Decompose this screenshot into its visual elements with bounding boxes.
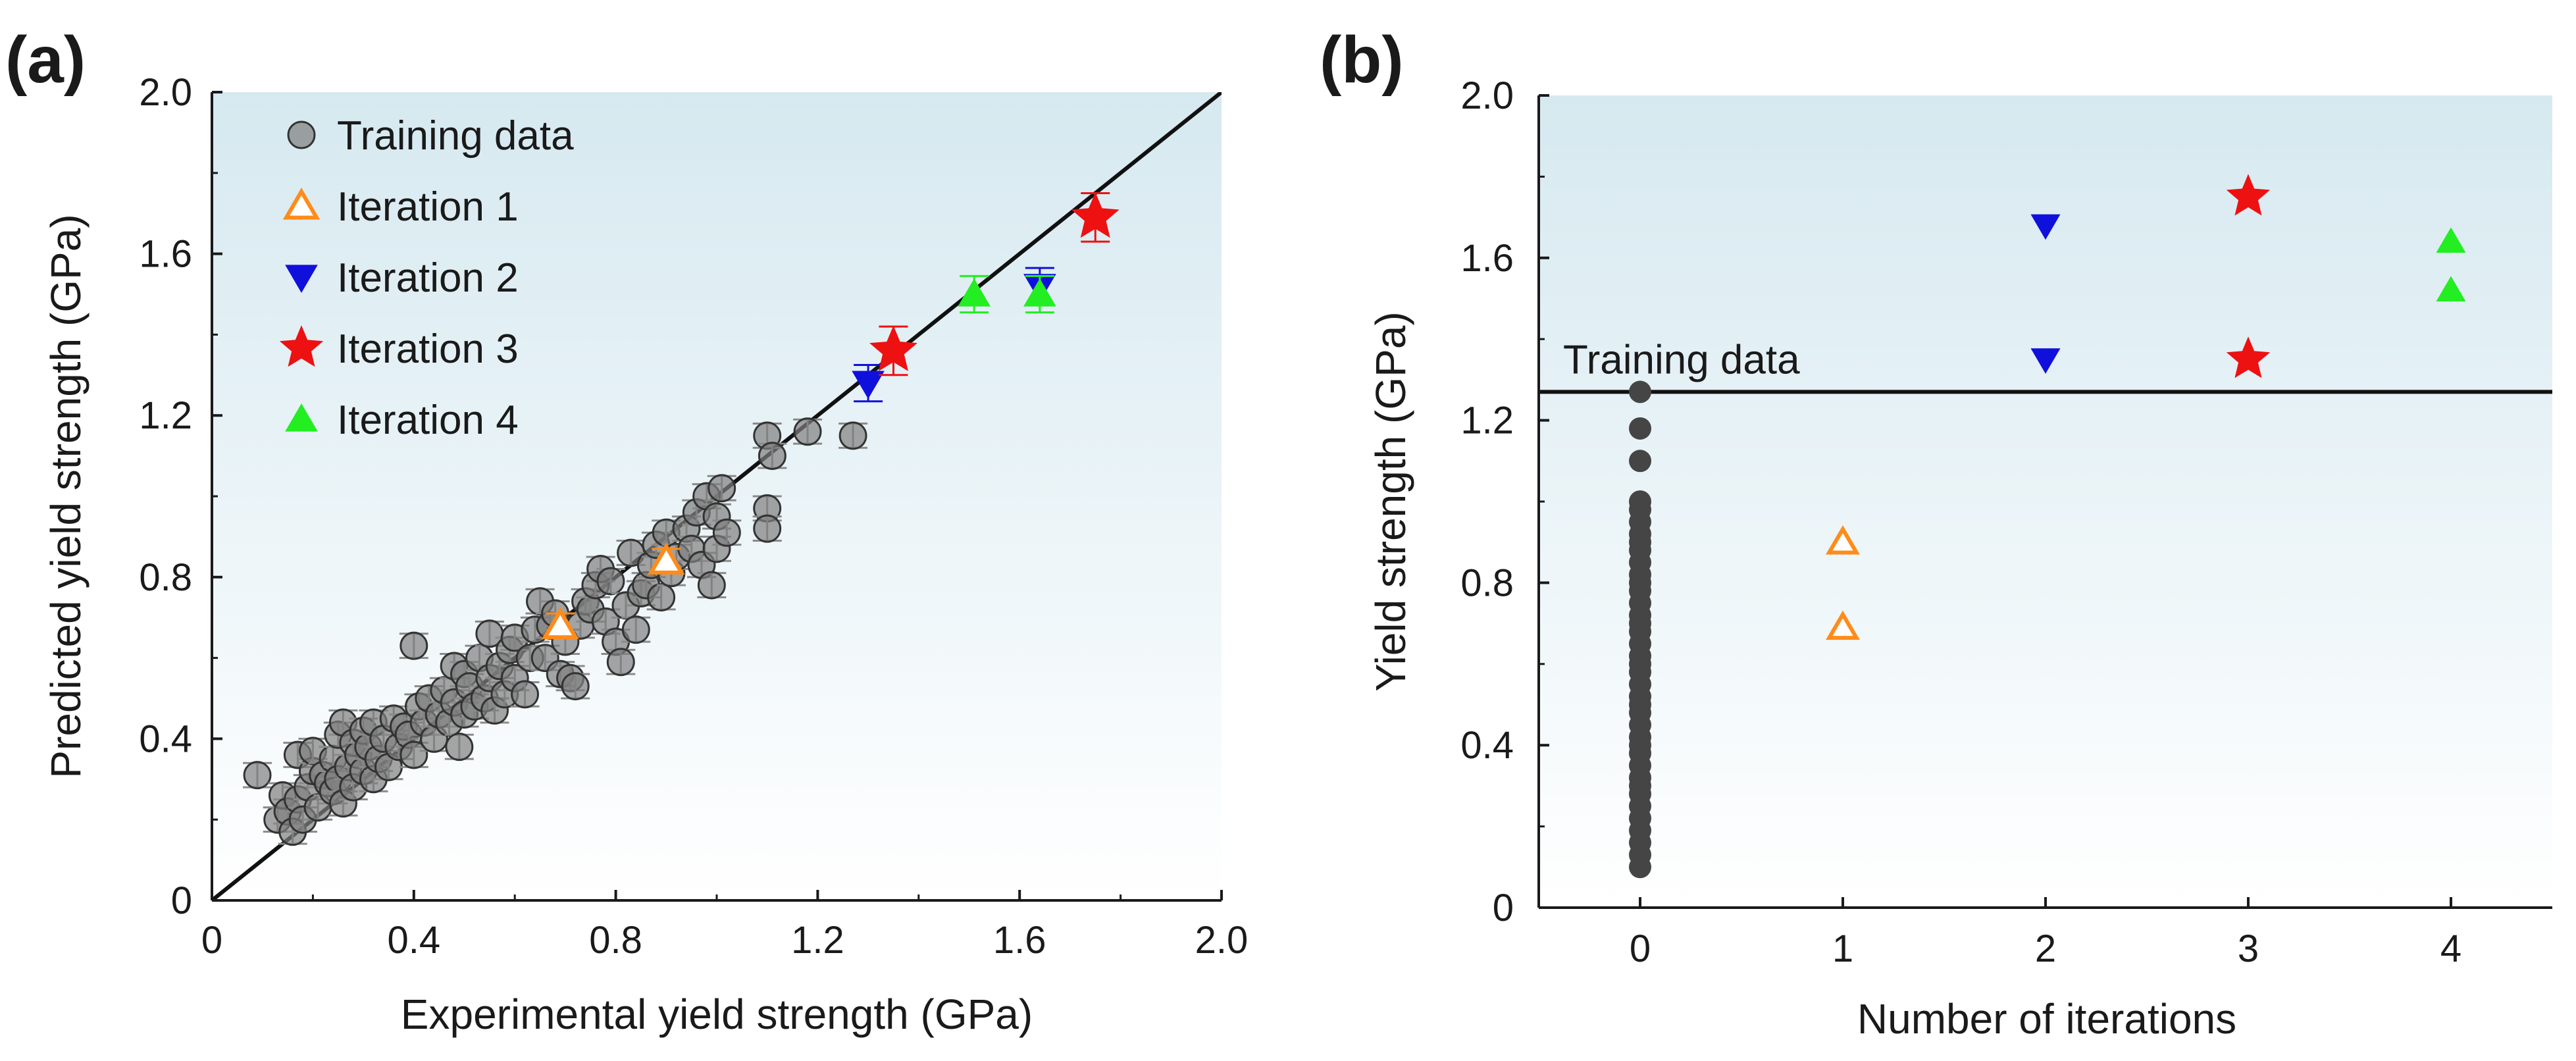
panel-b-point-iteration-4 <box>2436 227 2466 253</box>
panel-a-y-tick-label: 2.0 <box>139 71 192 114</box>
panel-b-y-tick-label: 1.2 <box>1460 400 1514 442</box>
panel-a-point-training-data <box>621 615 650 644</box>
legend-label-iteration-4: Iteration 4 <box>337 398 519 443</box>
panel-a-point-training-data <box>399 740 428 769</box>
panel-a-x-tick-label: 2.0 <box>1195 919 1249 962</box>
panel-b-point-iteration-3 <box>2226 174 2271 216</box>
legend-marker-iteration-3 <box>279 325 324 367</box>
panel-a-point-iteration-3 <box>1071 192 1120 238</box>
panel-a-y-tick-label: 0.4 <box>139 717 192 760</box>
panel-b-x-tick-label: 2 <box>2035 927 2056 970</box>
panel-a-x-tick-label: 0 <box>201 919 222 962</box>
panel-a-y-tick-label: 0 <box>171 879 192 922</box>
panel-a-data-marks <box>212 92 1222 900</box>
panel-b-x-axis-title: Number of iterations <box>1857 995 2236 1043</box>
panel-b-x-tick-label: 4 <box>2440 927 2461 970</box>
panel-b-x-tick-label: 0 <box>1630 927 1651 970</box>
panel-a-point-training-data <box>243 761 272 790</box>
panel-a-x-tick-label: 1.6 <box>993 919 1046 962</box>
panel-a-point-training-data <box>445 733 474 762</box>
panel-a-point-training-data <box>793 417 822 446</box>
panel-a-point-iteration-1 <box>541 607 579 640</box>
panel-a-point-training-data <box>606 648 635 677</box>
panel-b-point-iteration-2 <box>2030 348 2061 374</box>
panel-b-point-iteration-2 <box>2030 214 2061 240</box>
legend-label-iteration-1: Iteration 1 <box>337 184 519 230</box>
panel-b-point-training-data <box>1629 417 1651 440</box>
panel-b-point-training-data <box>1629 490 1651 513</box>
panel-b-x-tick-label: 1 <box>1832 927 1853 970</box>
panel-a-point-iteration-4 <box>958 278 991 307</box>
legend-label-iteration-2: Iteration 2 <box>337 255 519 301</box>
panel-a-point-iteration-1 <box>647 542 685 575</box>
panel-b-axis-ticks: 0 1 2 3 4 0 0.4 0.8 1.2 1.6 2.0 <box>1460 74 2461 970</box>
panel-a-point-training-data <box>647 583 676 611</box>
panel-a-legend: Training data Iteration 1 Iteration 2 Itera… <box>279 113 574 443</box>
panel-a-point-training-data <box>399 631 428 660</box>
panel-a-point-training-data <box>697 571 726 600</box>
panel-b-point-iteration-1 <box>1825 610 1861 640</box>
panel-a-point-iteration-2 <box>852 371 885 400</box>
panel-a-point-training-data <box>753 514 782 543</box>
panel-a-y-tick-label: 1.6 <box>139 233 192 276</box>
panel-b-training-data-line-label: Training data <box>1563 337 1800 382</box>
panel-b-point-training-data <box>1629 380 1651 403</box>
panel-b-point-iteration-3 <box>2226 336 2271 378</box>
panel-b-data-marks <box>1539 174 2552 879</box>
panel-b-point-training-data <box>1629 450 1651 473</box>
legend-marker-iteration-1 <box>282 188 321 220</box>
legend-marker-iteration-4 <box>285 403 318 432</box>
panel-a-point-training-data <box>712 518 741 547</box>
panel-a-point-training-data <box>596 567 625 596</box>
panel-b-point-iteration-4 <box>2436 276 2466 301</box>
panel-b-x-tick-label: 3 <box>2238 927 2259 970</box>
panel-a-x-tick-label: 1.2 <box>791 919 844 962</box>
panel-a-label: (a) <box>5 23 86 97</box>
panel-a-point-training-data <box>708 474 736 503</box>
panel-a-x-axis-title: Experimental yield strength (GPa) <box>401 991 1033 1038</box>
panel-a-y-tick-label: 0.8 <box>139 556 192 599</box>
panel-a-scatter-plot: 0 0.4 0.8 1.2 1.6 2.0 0 0.4 0.8 1.2 1.6 2.0 (a) Exp… <box>5 23 1248 1038</box>
legend-label-iteration-3: Iteration 3 <box>337 326 519 372</box>
panel-b-y-tick-label: 0.8 <box>1460 561 1514 604</box>
panel-a-point-iteration-3 <box>869 325 917 371</box>
panel-a-point-training-data <box>838 421 867 450</box>
panel-a-point-training-data <box>758 442 786 471</box>
panel-a-x-tick-label: 0.4 <box>387 919 440 962</box>
legend-marker-training-data <box>287 120 316 149</box>
panel-b-point-iteration-1 <box>1825 525 1861 555</box>
panel-b-scatter-plot: 0 1 2 3 4 0 0.4 0.8 1.2 1.6 2.0 (b) Number of iter… <box>1320 23 2552 1043</box>
panel-b-y-tick-label: 2.0 <box>1460 74 1514 117</box>
panel-a-y-axis-title: Predicted yield strength (GPa) <box>42 214 90 778</box>
legend-label-training-data: Training data <box>337 113 574 159</box>
panel-a-point-training-data <box>511 680 540 709</box>
legend-marker-iteration-2 <box>285 265 318 293</box>
panel-b-y-axis-title: Yield strength (GPa) <box>1367 311 1414 691</box>
panel-a-point-iteration-4 <box>1023 278 1056 307</box>
panel-a-x-tick-label: 0.8 <box>589 919 642 962</box>
panel-a-y-tick-label: 1.2 <box>139 394 192 437</box>
panel-a-axis-ticks: 0 0.4 0.8 1.2 1.6 2.0 0 0.4 0.8 1.2 1.6 2.0 <box>139 71 1248 962</box>
panel-b-y-tick-label: 0 <box>1493 887 1514 929</box>
panel-b-y-tick-label: 0.4 <box>1460 724 1514 767</box>
panel-a-point-training-data <box>561 672 590 701</box>
panel-b-y-tick-label: 1.6 <box>1460 237 1514 280</box>
panel-b-label: (b) <box>1320 23 1404 97</box>
